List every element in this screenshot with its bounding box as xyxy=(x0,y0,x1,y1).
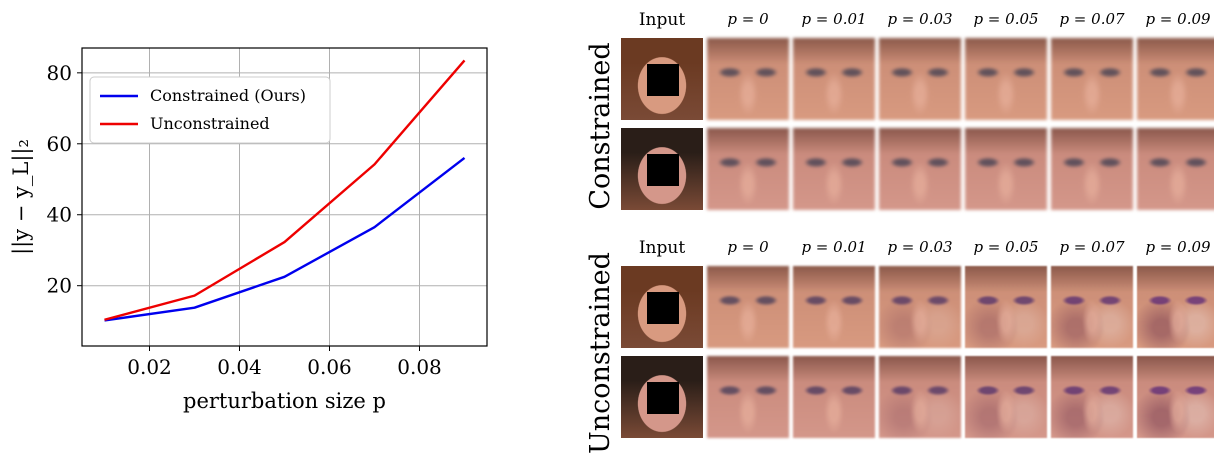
output-face-thumbnail xyxy=(965,356,1047,438)
column-header: p = 0.01 xyxy=(801,238,867,256)
x-tick-label: 0.08 xyxy=(397,355,442,379)
y-tick-labels: 20 40 60 80 xyxy=(47,61,82,298)
output-face-thumbnail xyxy=(707,266,789,348)
occlusion-mask xyxy=(647,382,679,414)
column-header: Input xyxy=(638,238,686,258)
output-face-thumbnail xyxy=(1137,128,1214,210)
occlusion-mask xyxy=(647,292,679,324)
column-header: p = 0.01 xyxy=(801,10,867,28)
x-tick-label: 0.04 xyxy=(217,355,262,379)
y-tick-label: 20 xyxy=(47,274,72,298)
output-face-thumbnail xyxy=(1137,38,1214,120)
occlusion-mask xyxy=(647,64,679,96)
occlusion-mask xyxy=(647,154,679,186)
input-face-thumbnail xyxy=(621,356,703,438)
output-face-thumbnail xyxy=(793,38,875,120)
input-face-thumbnail xyxy=(621,38,703,120)
series-lines xyxy=(104,59,466,322)
output-face-thumbnail xyxy=(879,128,961,210)
column-header: p = 0.09 xyxy=(1145,238,1211,256)
output-face-thumbnail xyxy=(793,266,875,348)
column-header: p = 0 xyxy=(727,10,769,28)
output-face-thumbnail xyxy=(879,266,961,348)
output-face-thumbnail xyxy=(793,128,875,210)
output-face-thumbnail xyxy=(707,128,789,210)
input-face-thumbnail xyxy=(621,266,703,348)
y-axis-label: ||y − y_L||₂ xyxy=(9,139,34,255)
series-line-1 xyxy=(104,59,466,321)
series-line-0 xyxy=(104,157,466,322)
column-header: p = 0 xyxy=(727,238,769,256)
output-face-thumbnail xyxy=(793,356,875,438)
column-header: p = 0.07 xyxy=(1059,10,1125,28)
section-label-constrained: Constrained xyxy=(585,42,616,210)
output-face-thumbnail xyxy=(707,356,789,438)
legend-label-1: Unconstrained xyxy=(150,114,270,133)
column-header: p = 0.05 xyxy=(973,238,1039,256)
column-header: p = 0.03 xyxy=(887,10,953,28)
output-face-thumbnail xyxy=(965,38,1047,120)
output-face-thumbnail xyxy=(1051,356,1133,438)
y-tick-label: 80 xyxy=(47,61,72,85)
section-label-unconstrained: Unconstrained xyxy=(585,252,616,454)
output-face-thumbnail xyxy=(1137,356,1214,438)
x-axis-label: perturbation size p xyxy=(183,389,386,413)
column-header: Input xyxy=(638,10,686,30)
column-header: p = 0.05 xyxy=(973,10,1039,28)
legend: Constrained (Ours) Unconstrained xyxy=(89,76,331,144)
output-face-thumbnail xyxy=(1051,266,1133,348)
column-header: p = 0.09 xyxy=(1145,10,1211,28)
legend-box xyxy=(89,76,331,144)
output-face-thumbnail xyxy=(1137,266,1214,348)
column-header: p = 0.07 xyxy=(1059,238,1125,256)
output-face-thumbnail xyxy=(1051,128,1133,210)
output-face-thumbnail xyxy=(879,356,961,438)
output-face-thumbnail xyxy=(1051,38,1133,120)
x-tick-label: 0.02 xyxy=(127,355,172,379)
face-comparison-grid: Constrained Input p = 0 p = 0.01 p = 0.03 p =… xyxy=(585,0,1214,454)
x-tick-labels: 0.02 0.04 0.06 0.08 xyxy=(127,346,442,379)
y-tick-label: 40 xyxy=(47,203,72,227)
output-face-thumbnail xyxy=(707,38,789,120)
output-face-thumbnail xyxy=(965,266,1047,348)
output-face-thumbnail xyxy=(965,128,1047,210)
y-tick-label: 60 xyxy=(47,132,72,156)
legend-label-0: Constrained (Ours) xyxy=(150,86,306,105)
x-tick-label: 0.06 xyxy=(307,355,352,379)
line-chart: 0.02 0.04 0.06 0.08 20 40 60 80 perturbation s… xyxy=(9,47,488,413)
plot-frame xyxy=(81,47,488,347)
input-face-thumbnail xyxy=(621,128,703,210)
output-face-thumbnail xyxy=(879,38,961,120)
column-header: p = 0.03 xyxy=(887,238,953,256)
